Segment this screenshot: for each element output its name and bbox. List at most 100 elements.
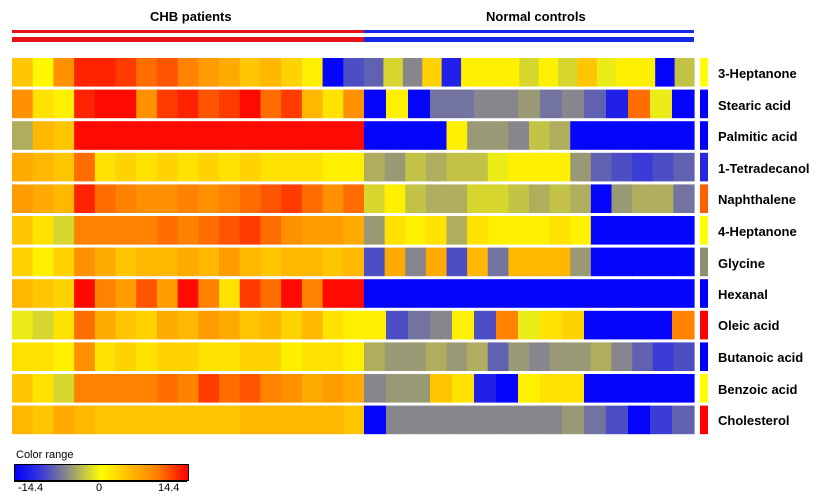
heatmap-cell — [467, 247, 489, 277]
heatmap-cell — [467, 216, 489, 245]
heatmap-cell — [596, 58, 617, 87]
heatmap-cell — [301, 279, 324, 308]
heatmap-cell — [301, 247, 324, 277]
color-range-axis — [14, 481, 187, 482]
heatmap-cell — [474, 89, 497, 119]
heatmap-cell — [673, 121, 695, 150]
heatmap-cell — [12, 342, 34, 371]
heatmap-cell — [260, 342, 282, 371]
heatmap-cell — [177, 405, 199, 435]
heatmap-cell — [115, 310, 137, 340]
heatmap-cell — [322, 247, 344, 277]
heatmap-cell — [94, 374, 117, 403]
heatmap-cell — [405, 121, 427, 150]
heatmap-cell — [322, 121, 344, 150]
heatmap-cell — [632, 121, 654, 150]
heatmap-cell — [364, 121, 386, 150]
row-label: Cholesterol — [718, 413, 790, 428]
row-annotation-strip — [700, 89, 708, 119]
heatmap-cell — [408, 405, 431, 435]
heatmap-cell — [53, 247, 75, 277]
heatmap-cell — [499, 58, 520, 87]
heatmap-cell — [136, 342, 158, 371]
heatmap-cell — [611, 216, 633, 245]
heatmap-cell — [198, 374, 220, 403]
heatmap-cell — [301, 216, 324, 245]
heatmap-cell — [655, 58, 676, 87]
heatmap-cell — [239, 89, 262, 119]
row-annotation-strip — [700, 310, 708, 340]
heatmap-cell — [156, 152, 179, 182]
heatmap-cell — [405, 152, 427, 182]
heatmap-cell — [364, 310, 387, 340]
heatmap-cell — [430, 89, 453, 119]
heatmap-cell — [136, 310, 158, 340]
heatmap-cell — [239, 342, 262, 371]
heatmap-cell — [281, 405, 303, 435]
heatmap-cell — [632, 184, 654, 213]
heatmap-cell — [12, 310, 34, 340]
heatmap-cell — [32, 58, 55, 87]
heatmap-cell — [322, 374, 344, 403]
heatmap-cell — [422, 58, 443, 87]
group-bar-normal — [364, 37, 694, 42]
heatmap-cell — [322, 342, 344, 371]
heatmap-cell — [584, 310, 607, 340]
heatmap-cell — [239, 121, 262, 150]
heatmap-cell — [281, 121, 303, 150]
heatmap-cell — [508, 121, 530, 150]
heatmap-cell — [198, 405, 220, 435]
heatmap-cell — [281, 247, 303, 277]
heatmap-cell — [529, 342, 551, 371]
row-annotation-strip — [700, 121, 708, 150]
heatmap-cell — [405, 247, 427, 277]
heatmap-cell — [343, 89, 365, 119]
heatmap-cell — [611, 121, 633, 150]
row-label: Stearic acid — [718, 98, 791, 113]
heatmap-cell — [32, 374, 55, 403]
row-annotation-strip — [700, 342, 708, 371]
heatmap-cell — [549, 279, 571, 308]
heatmap-cell — [384, 121, 406, 150]
heatmap-cell — [281, 342, 303, 371]
heatmap-cell — [156, 89, 179, 119]
heatmap-cell — [529, 152, 551, 182]
heatmap-cell — [452, 310, 475, 340]
heatmap-cell — [177, 121, 199, 150]
heatmap-cell — [590, 216, 613, 245]
heatmap-cell — [219, 184, 241, 213]
heatmap-cell — [136, 89, 158, 119]
heatmap-cell — [281, 216, 303, 245]
row-label: Butanoic acid — [718, 350, 804, 365]
heatmap-cell — [425, 247, 448, 277]
heatmap-cell — [53, 374, 75, 403]
heatmap-cell — [570, 216, 592, 245]
heatmap-cell — [487, 152, 509, 182]
heatmap-cell — [198, 184, 220, 213]
heatmap-cell — [467, 279, 489, 308]
heatmap-cell — [136, 247, 158, 277]
heatmap-cell — [430, 310, 453, 340]
heatmap-cell — [74, 89, 96, 119]
heatmap-cell — [322, 405, 344, 435]
heatmap-cell — [260, 310, 282, 340]
heatmap-cell — [136, 279, 158, 308]
heatmap-cell — [281, 58, 303, 87]
heatmap-cell — [343, 310, 365, 340]
heatmap-cell — [570, 342, 592, 371]
heatmap-cell — [606, 89, 629, 119]
heatmap-cell — [177, 310, 199, 340]
heatmap-cell — [156, 247, 179, 277]
heatmap-cell — [198, 121, 220, 150]
row-label: 3-Heptanone — [718, 66, 797, 81]
heatmap-cell — [364, 89, 387, 119]
heatmap-cell — [219, 247, 241, 277]
heatmap-cell — [611, 247, 633, 277]
heatmap-cell — [519, 58, 540, 87]
heatmap-cell — [584, 374, 607, 403]
row-annotation-strip — [700, 247, 708, 277]
heatmap-cell — [570, 152, 592, 182]
heatmap-cell — [467, 184, 489, 213]
heatmap-cell — [383, 58, 404, 87]
heatmap-cell — [529, 121, 551, 150]
